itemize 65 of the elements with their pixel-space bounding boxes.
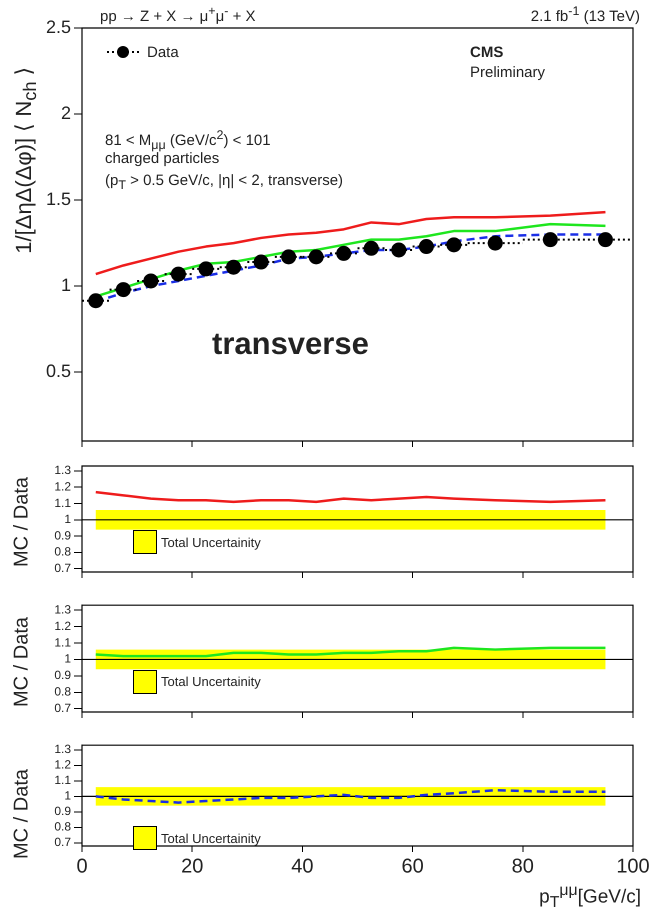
point — [170, 266, 186, 282]
annotation: 81 < M$_{μμ}$ (GeV/c$^{2}$) < 101 — [105, 128, 271, 152]
y-axis-title: MC / Data — [10, 768, 34, 859]
x-axis-title: p$_{T}$$^{μμ}$[GeV/c] — [539, 882, 641, 912]
y-tick-label: 0.8 — [54, 544, 72, 559]
legend-label: Total Uncertainity — [161, 674, 261, 690]
x-tick-label: 100 — [616, 856, 650, 878]
y-axis-title: MC / Data — [10, 476, 34, 568]
y-tick-label: 2.5 — [46, 16, 71, 37]
y-axis-title: MC / Data — [10, 616, 34, 707]
y-tick-label: 1.2 — [54, 618, 72, 633]
y-tick-label: 1.2 — [54, 758, 72, 772]
y-tick-label: 0.7 — [54, 561, 72, 576]
point — [88, 293, 104, 308]
point — [281, 249, 296, 264]
annotation: (p$_{T}$ > 0.5 GeV/c, |η| < 2, transverse) — [105, 172, 344, 192]
y-tick-label: 1 — [60, 275, 71, 296]
annotation: charged particles — [105, 150, 220, 167]
point — [364, 240, 379, 256]
y-tick-label: 1.3 — [54, 463, 72, 478]
legend-label: Total Uncertainity — [161, 534, 261, 550]
y-tick-label: 0.5 — [46, 361, 71, 382]
point — [446, 237, 462, 252]
y-tick-label: 1 — [64, 512, 72, 526]
y-tick-label: 1 — [64, 652, 72, 666]
point — [336, 246, 352, 261]
annotation: CMS — [470, 44, 504, 61]
point — [488, 236, 503, 251]
y-tick-label: 1.1 — [54, 773, 72, 788]
y-tick-label: 1.3 — [54, 742, 72, 756]
y-tick-label: 0.8 — [54, 820, 72, 834]
y-tick-label: 1.3 — [54, 602, 72, 616]
point — [598, 232, 613, 248]
legend-label: Total Uncertainity — [161, 830, 261, 846]
point — [143, 273, 158, 288]
point — [226, 260, 242, 275]
point — [542, 232, 558, 248]
point — [198, 261, 214, 276]
x-tick-label: 60 — [401, 856, 424, 878]
y-tick-label: 1.5 — [46, 189, 71, 210]
y-tick-label: 0.8 — [54, 684, 72, 699]
y-tick-label: 1.1 — [54, 635, 72, 650]
chart-subtitle: 2.1 fb$^{-1}$ (13 TeV) — [530, 4, 640, 25]
y-tick-label: 0.7 — [54, 835, 72, 850]
y-tick-label: 0.9 — [54, 528, 72, 542]
annotation: transverse — [212, 326, 369, 362]
y-tick-label: 1 — [64, 788, 72, 803]
legend-label: Data — [147, 44, 179, 60]
chart-title: pp → Z + X → μ$^{+}$μ$^{-}$ + X — [100, 4, 256, 25]
point — [254, 254, 269, 270]
x-tick-label: 20 — [181, 856, 204, 878]
point — [116, 282, 131, 298]
y-tick-label: 1.2 — [54, 480, 72, 494]
y-tick-label: 1.1 — [54, 496, 72, 510]
point — [308, 249, 324, 264]
point — [391, 242, 406, 258]
y-tick-label: 0.9 — [54, 804, 72, 818]
annotation: Preliminary — [470, 64, 546, 81]
y-tick-label: 2 — [60, 103, 71, 124]
y-tick-label: 0.7 — [54, 701, 72, 716]
y-tick-label: 0.9 — [54, 668, 72, 682]
point — [418, 239, 434, 254]
x-tick-label: 40 — [291, 856, 314, 878]
x-tick-label: 0 — [76, 856, 88, 878]
x-tick-label: 80 — [512, 856, 534, 878]
